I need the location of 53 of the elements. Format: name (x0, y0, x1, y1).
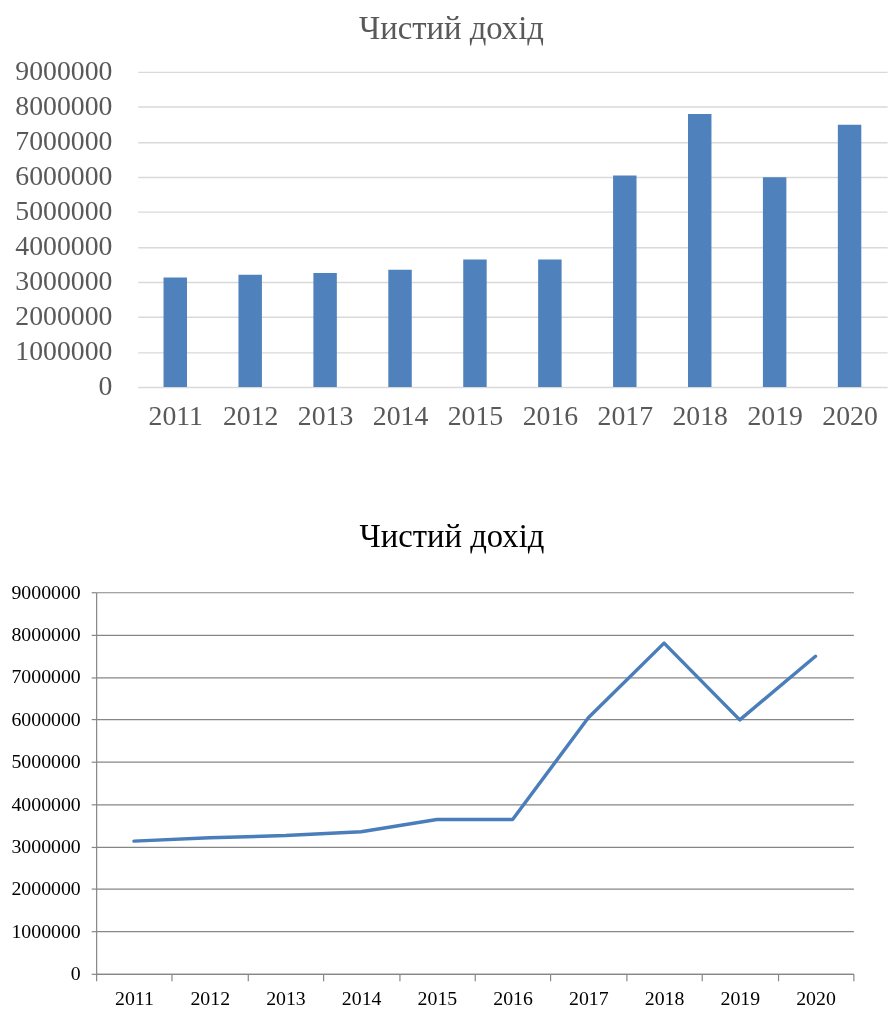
x-tick-label: 2011 (115, 987, 154, 1010)
x-tick-label: 2019 (747, 400, 803, 432)
y-tick-label: 8000000 (11, 623, 81, 646)
y-tick-label: 2000000 (15, 300, 113, 332)
y-tick-label: 3000000 (11, 835, 81, 858)
bar (762, 177, 787, 388)
y-tick-label: 7000000 (11, 665, 81, 688)
chart-title: Чистий дохід (359, 10, 544, 47)
y-tick-label: 1000000 (11, 919, 81, 942)
x-tick-label: 2017 (597, 400, 654, 432)
x-tick-label: 2011 (148, 400, 204, 432)
y-tick-label: 7000000 (15, 125, 113, 157)
bar (388, 269, 412, 388)
bar (163, 277, 187, 388)
bar (837, 124, 862, 388)
y-tick-label: 9000000 (15, 55, 113, 87)
x-tick-label: 2018 (672, 400, 728, 432)
bar (463, 259, 487, 388)
x-tick-label: 2018 (644, 987, 685, 1010)
x-tick-label: 2016 (522, 400, 579, 432)
bar (313, 272, 337, 388)
y-tick-label: 6000000 (11, 707, 81, 730)
x-tick-label: 2012 (190, 987, 231, 1010)
x-tick-label: 2014 (372, 400, 429, 432)
y-tick-label: 3000000 (15, 265, 113, 297)
x-tick-label: 2017 (569, 987, 609, 1010)
y-tick-label: 8000000 (15, 90, 113, 122)
x-tick-label: 2020 (822, 400, 878, 432)
x-tick-label: 2013 (266, 987, 306, 1010)
y-tick-label: 0 (70, 962, 81, 985)
y-tick-label: 0 (98, 370, 113, 402)
y-tick-label: 4000000 (11, 792, 81, 815)
x-tick-label: 2016 (493, 987, 534, 1010)
y-tick-label: 9000000 (11, 580, 81, 603)
x-tick-label: 2020 (796, 987, 836, 1010)
bar (238, 274, 262, 388)
x-tick-label: 2015 (447, 400, 504, 432)
bar (613, 175, 637, 388)
y-tick-label: 5000000 (11, 750, 81, 773)
y-tick-label: 6000000 (15, 160, 113, 192)
y-tick-label: 2000000 (11, 877, 81, 900)
x-tick-label: 2013 (297, 400, 354, 432)
x-tick-label: 2014 (341, 987, 382, 1010)
x-tick-label: 2015 (417, 987, 458, 1010)
x-tick-label: 2019 (720, 987, 761, 1010)
y-tick-label: 5000000 (15, 195, 113, 227)
line-series (132, 641, 818, 843)
bar (538, 259, 562, 388)
y-tick-label: 4000000 (15, 230, 113, 262)
y-tick-label: 1000000 (15, 335, 113, 367)
chart-title: Чистий дохід (359, 517, 545, 554)
x-tick-label: 2012 (222, 400, 279, 432)
bar (688, 113, 712, 388)
